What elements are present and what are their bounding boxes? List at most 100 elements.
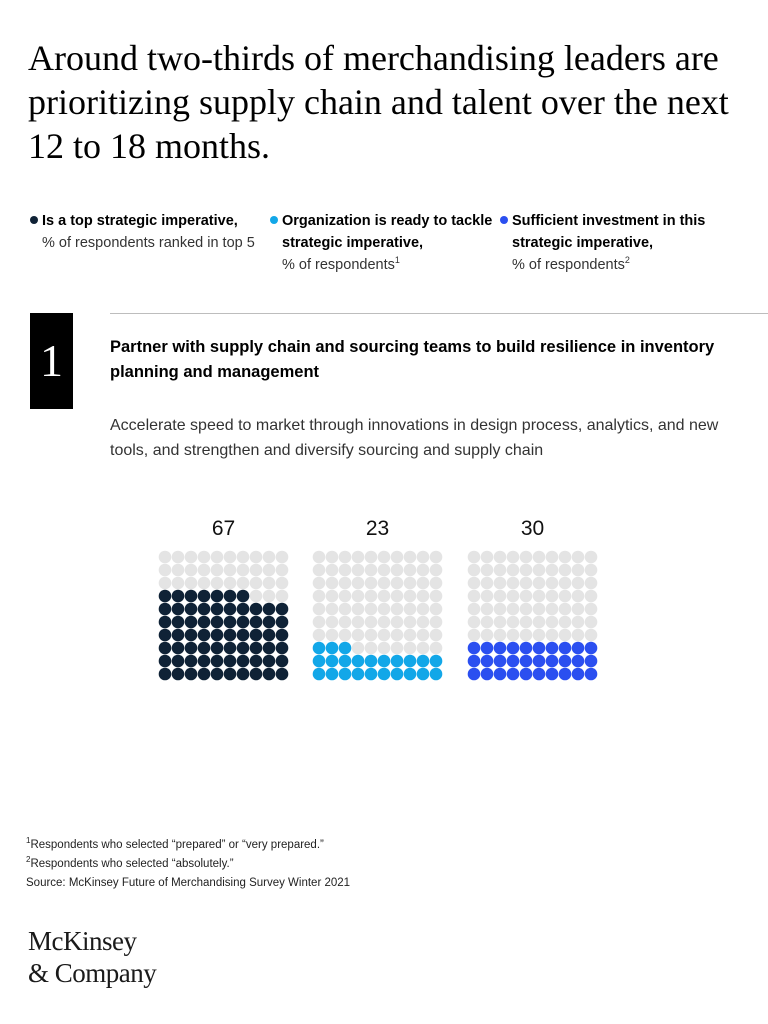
waffle-dot-empty xyxy=(158,563,172,577)
waffle-dot-empty xyxy=(519,615,533,629)
waffle-dot-empty xyxy=(558,550,572,564)
waffle-dot-empty xyxy=(275,576,289,590)
waffle-dot-empty xyxy=(545,589,559,603)
waffle-dot-filled xyxy=(429,654,443,668)
waffle-dot-empty xyxy=(558,628,572,642)
waffle-dot-filled xyxy=(171,667,185,681)
waffle-dot-filled xyxy=(532,667,546,681)
footnote-2: 2Respondents who selected “absolutely.” xyxy=(26,855,234,870)
waffle-dot-filled xyxy=(467,641,481,655)
waffle-dot-empty xyxy=(493,563,507,577)
waffle-dot-empty xyxy=(493,550,507,564)
waffle-dot-empty xyxy=(184,576,198,590)
waffle-dot-filled xyxy=(325,667,339,681)
waffle-dot-filled xyxy=(584,641,598,655)
waffle-dot-empty xyxy=(325,628,339,642)
source-note: Source: McKinsey Future of Merchandising… xyxy=(26,877,351,889)
legend-dot-icon xyxy=(30,216,38,224)
waffle-dot-filled xyxy=(210,654,224,668)
waffle-dot-empty xyxy=(467,628,481,642)
waffle-dot-empty xyxy=(275,550,289,564)
waffle-dot-filled xyxy=(197,615,211,629)
waffle-dot-filled xyxy=(364,667,378,681)
waffle-dot-filled xyxy=(249,628,263,642)
waffle-dot-filled xyxy=(571,654,585,668)
waffle-dot-empty xyxy=(351,563,365,577)
waffle-dot-empty xyxy=(558,602,572,616)
waffle-dot-empty xyxy=(571,576,585,590)
waffle-dot-filled xyxy=(197,628,211,642)
waffle-dot-filled xyxy=(493,654,507,668)
waffle-dot-filled xyxy=(171,589,185,603)
waffle-value-label: 23 xyxy=(366,517,389,540)
waffle-dot-empty xyxy=(584,628,598,642)
waffle-dot-filled xyxy=(184,654,198,668)
waffle-dot-empty xyxy=(249,576,263,590)
waffle-dot-empty xyxy=(364,602,378,616)
waffle-dot-filled xyxy=(158,602,172,616)
waffle-dot-filled xyxy=(236,615,250,629)
waffle-dot-empty xyxy=(545,615,559,629)
waffle-dot-empty xyxy=(403,641,417,655)
waffle-dot-filled xyxy=(545,667,559,681)
waffle-dot-filled xyxy=(236,641,250,655)
waffle-dot-empty xyxy=(429,563,443,577)
waffle-dot-empty xyxy=(364,628,378,642)
waffle-dot-filled xyxy=(249,641,263,655)
legend-item-investment: Sufficient investment in this strategic … xyxy=(500,210,727,276)
waffle-dot-empty xyxy=(338,589,352,603)
waffle-dot-empty xyxy=(493,576,507,590)
waffle-dot-empty xyxy=(210,576,224,590)
waffle-dot-empty xyxy=(249,589,263,603)
legend-item-top-imperative: Is a top strategic imperative, % of resp… xyxy=(30,210,267,254)
waffle-dot-filled xyxy=(312,654,326,668)
waffle-dot-empty xyxy=(429,602,443,616)
waffle-dot-filled xyxy=(171,641,185,655)
waffle-dot-filled xyxy=(377,654,391,668)
waffle-dot-empty xyxy=(377,589,391,603)
waffle-dot-filled xyxy=(338,641,352,655)
waffle-dot-empty xyxy=(416,641,430,655)
waffle-dot-empty xyxy=(416,563,430,577)
waffle-dot-empty xyxy=(584,576,598,590)
waffle-dot-filled xyxy=(519,641,533,655)
footnote-1: 1Respondents who selected “prepared” or … xyxy=(26,836,324,851)
waffle-dot-filled xyxy=(158,641,172,655)
waffle-dot-filled xyxy=(184,628,198,642)
waffle-dot-filled xyxy=(223,615,237,629)
waffle-dot-empty xyxy=(506,615,520,629)
waffle-dot-filled xyxy=(416,654,430,668)
waffle-dot-empty xyxy=(249,550,263,564)
waffle-dot-empty xyxy=(532,550,546,564)
waffle-dot-filled xyxy=(558,667,572,681)
waffle-dot-empty xyxy=(571,550,585,564)
waffle-dot-filled xyxy=(312,641,326,655)
waffle-dot-filled xyxy=(390,654,404,668)
waffle-dot-empty xyxy=(351,550,365,564)
waffle-dot-empty xyxy=(416,628,430,642)
waffle-dot-filled xyxy=(171,602,185,616)
waffle-dot-filled xyxy=(275,667,289,681)
waffle-dot-empty xyxy=(532,563,546,577)
waffle-dot-empty xyxy=(210,563,224,577)
waffle-dot-empty xyxy=(584,589,598,603)
footnotes: 1Respondents who selected “prepared” or … xyxy=(26,836,746,893)
waffle-dot-filled xyxy=(158,667,172,681)
waffle-dot-filled xyxy=(210,615,224,629)
waffle-dot-empty xyxy=(584,563,598,577)
waffle-dot-empty xyxy=(377,563,391,577)
waffle-dot-empty xyxy=(275,589,289,603)
waffle-dot-empty xyxy=(403,589,417,603)
waffle-dot-filled xyxy=(223,667,237,681)
waffle-dot-empty xyxy=(403,628,417,642)
waffle-dot-filled xyxy=(184,589,198,603)
waffle-dot-filled xyxy=(312,667,326,681)
waffle-dot-empty xyxy=(403,615,417,629)
waffle-dot-empty xyxy=(351,589,365,603)
waffle-dot-filled xyxy=(197,589,211,603)
waffle-dot-empty xyxy=(545,602,559,616)
waffle-dot-empty xyxy=(506,576,520,590)
waffle-dot-filled xyxy=(236,602,250,616)
waffle-dot-empty xyxy=(171,563,185,577)
waffle-dot-filled xyxy=(210,641,224,655)
